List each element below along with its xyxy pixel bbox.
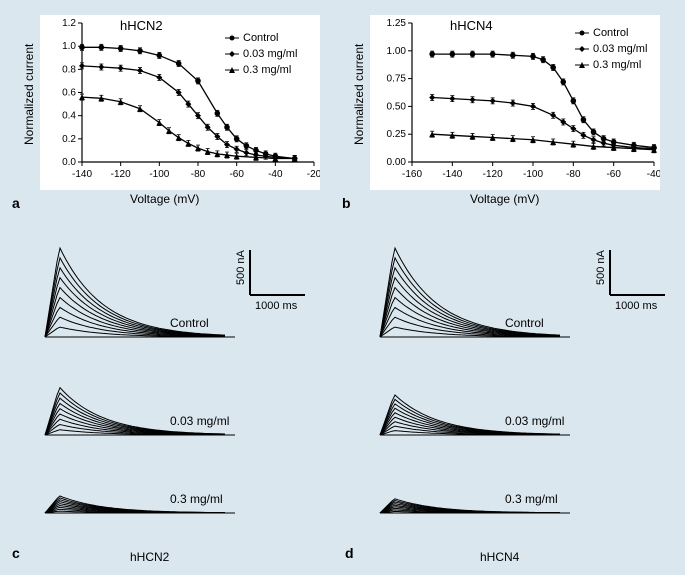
svg-text:-80: -80 [191, 169, 206, 180]
panel-label-c: c [12, 545, 20, 561]
svg-text:1.25: 1.25 [387, 18, 407, 29]
svg-text:-60: -60 [606, 169, 621, 180]
panel-a-legend: Control 0.03 mg/ml 0.3 mg/ml [225, 30, 297, 78]
svg-text:0.03 mg/ml: 0.03 mg/ml [170, 414, 229, 428]
svg-text:0.3 mg/ml: 0.3 mg/ml [170, 492, 223, 506]
svg-text:-140: -140 [442, 169, 462, 180]
svg-text:0.25: 0.25 [387, 129, 407, 140]
panel-d-bottom-title: hHCN4 [480, 550, 519, 564]
svg-text:-60: -60 [229, 169, 244, 180]
panel-label-b: b [342, 195, 351, 211]
legend-label: 0.03 mg/ml [243, 46, 297, 62]
panel-a-xlabel: Voltage (mV) [130, 192, 199, 206]
svg-text:-80: -80 [566, 169, 581, 180]
svg-text:-100: -100 [523, 169, 543, 180]
svg-text:-40: -40 [268, 169, 283, 180]
svg-text:-120: -120 [111, 169, 131, 180]
svg-text:-20: -20 [307, 169, 320, 180]
svg-text:Control: Control [505, 316, 544, 330]
svg-text:0.75: 0.75 [387, 74, 407, 85]
legend-label: 0.3 mg/ml [243, 62, 291, 78]
legend-label: Control [243, 30, 278, 46]
legend-item: 0.03 mg/ml [225, 46, 297, 62]
legend-item: 0.3 mg/ml [575, 57, 647, 73]
svg-text:500 nA: 500 nA [235, 249, 247, 285]
panel-a-ylabel: Normalized current [22, 44, 36, 145]
svg-text:-100: -100 [149, 169, 169, 180]
panel-b-title: hHCN4 [450, 18, 493, 33]
svg-text:1000 ms: 1000 ms [255, 300, 298, 312]
svg-text:500 nA: 500 nA [595, 249, 607, 285]
svg-text:1000 ms: 1000 ms [615, 300, 658, 312]
svg-text:-160: -160 [402, 169, 422, 180]
legend-item: 0.3 mg/ml [225, 62, 297, 78]
legend-label: 0.03 mg/ml [593, 41, 647, 57]
panel-label-a: a [12, 195, 20, 211]
svg-text:0.03 mg/ml: 0.03 mg/ml [505, 414, 564, 428]
legend-label: Control [593, 25, 628, 41]
svg-text:1.0: 1.0 [62, 41, 76, 52]
svg-text:0.4: 0.4 [62, 111, 76, 122]
svg-text:0.6: 0.6 [62, 88, 76, 99]
svg-text:0.2: 0.2 [62, 134, 76, 145]
svg-text:0.0: 0.0 [62, 157, 76, 168]
svg-text:Control: Control [170, 316, 209, 330]
legend-item: Control [575, 25, 647, 41]
svg-text:0.3 mg/ml: 0.3 mg/ml [505, 492, 558, 506]
svg-text:-120: -120 [483, 169, 503, 180]
svg-text:-140: -140 [72, 169, 92, 180]
panel-a-title: hHCN2 [120, 18, 163, 33]
panel-b-ylabel: Normalized current [352, 44, 366, 145]
svg-text:0.50: 0.50 [387, 101, 407, 112]
legend-label: 0.3 mg/ml [593, 57, 641, 73]
svg-text:0.8: 0.8 [62, 64, 76, 75]
panel-b-xlabel: Voltage (mV) [470, 192, 539, 206]
svg-text:1.2: 1.2 [62, 18, 76, 29]
panel-b-legend: Control 0.03 mg/ml 0.3 mg/ml [575, 25, 647, 73]
traces-panel-c: Control 0.03 mg/ml 0.3 mg/ml 500 nA 1000 ms [35, 235, 335, 555]
legend-item: Control [225, 30, 297, 46]
panel-label-d: d [345, 545, 354, 561]
legend-item: 0.03 mg/ml [575, 41, 647, 57]
panel-c-bottom-title: hHCN2 [130, 550, 169, 564]
svg-text:1.00: 1.00 [387, 46, 407, 57]
svg-text:-40: -40 [647, 169, 660, 180]
traces-panel-d: Control 0.03 mg/ml 0.3 mg/ml 500 nA 1000 ms [370, 235, 680, 555]
svg-text:0.00: 0.00 [387, 157, 407, 168]
